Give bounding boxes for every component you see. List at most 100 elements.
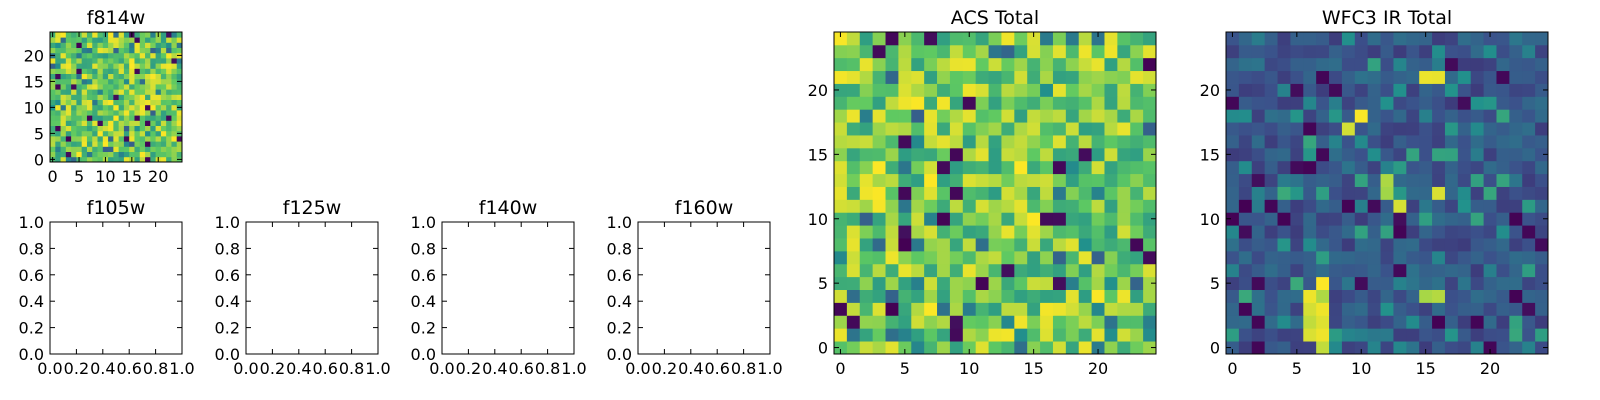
y-tick-label: 15 xyxy=(808,145,828,164)
heatmap-cell xyxy=(92,78,98,85)
heatmap-cell xyxy=(1264,225,1278,239)
heatmap-cell xyxy=(1457,199,1472,213)
heatmap-cell xyxy=(97,125,104,132)
heatmap-cell xyxy=(1483,263,1497,278)
heatmap-cell xyxy=(1509,147,1523,162)
heatmap-cell xyxy=(92,89,98,95)
heatmap-cell xyxy=(155,78,162,85)
x-tick-label: 0.0 xyxy=(233,359,258,378)
heatmap-cell xyxy=(834,44,848,59)
heatmap-cell xyxy=(898,135,912,149)
heatmap-cell xyxy=(937,341,951,355)
heatmap-cell xyxy=(134,125,141,132)
heatmap-cell xyxy=(1380,225,1394,239)
heatmap-cell xyxy=(155,115,162,121)
heatmap-cell xyxy=(1535,147,1549,162)
heatmap-cell xyxy=(50,141,56,147)
x-tick-label: 0.0 xyxy=(37,359,62,378)
heatmap-cell xyxy=(160,151,167,158)
heatmap-cell xyxy=(176,94,183,100)
heatmap-cell xyxy=(171,120,178,126)
heatmap-cell xyxy=(108,141,114,147)
heatmap-cell xyxy=(1457,238,1472,252)
heatmap-cell xyxy=(65,125,72,132)
heatmap-cell xyxy=(872,315,886,329)
heatmap-cell xyxy=(160,94,167,100)
heatmap-cell xyxy=(150,47,156,54)
heatmap-cell xyxy=(1535,263,1549,278)
heatmap-cell xyxy=(1432,186,1446,200)
heatmap-cell xyxy=(1027,57,1041,72)
heatmap-cell xyxy=(1509,122,1523,136)
heatmap-cell xyxy=(988,341,1002,355)
heatmap-cell xyxy=(145,37,151,43)
heatmap-cell xyxy=(1483,199,1497,213)
heatmap-cell xyxy=(1238,122,1253,136)
heatmap-cell xyxy=(150,156,156,163)
heatmap-cell xyxy=(1091,238,1105,252)
heatmap-cell xyxy=(1251,70,1266,84)
heatmap-cell xyxy=(1117,302,1131,316)
heatmap-cell xyxy=(872,302,886,316)
x-tick-label: 0.6 xyxy=(312,359,337,378)
heatmap-cell xyxy=(1367,122,1381,136)
heatmap-cell xyxy=(1014,186,1028,200)
x-tick-label: 1.0 xyxy=(757,359,782,378)
heatmap-cell xyxy=(65,84,72,90)
heatmap-cell xyxy=(1367,225,1381,239)
heatmap-cell xyxy=(988,328,1002,342)
heatmap-cell xyxy=(898,109,912,123)
heatmap-cell xyxy=(1277,263,1291,278)
heatmap-cell xyxy=(1329,341,1343,355)
heatmap-cell xyxy=(1406,212,1420,226)
heatmap-cell xyxy=(160,63,167,69)
y-tick-label: 0.6 xyxy=(19,266,44,285)
heatmap-cell xyxy=(1367,302,1381,316)
heatmap-cell xyxy=(962,160,977,175)
heatmap-cell xyxy=(76,130,83,137)
heatmap-cell xyxy=(1393,173,1407,187)
heatmap-cell xyxy=(898,238,912,252)
heatmap-cell xyxy=(1393,225,1407,239)
heatmap-cell xyxy=(1316,186,1330,200)
heatmap-cell xyxy=(1277,109,1291,123)
heatmap-cell xyxy=(1143,212,1157,226)
heatmap-cell xyxy=(1406,57,1420,72)
heatmap-cell xyxy=(1393,199,1407,213)
heatmap-cell xyxy=(155,84,162,90)
heatmap-cell xyxy=(55,99,61,106)
heatmap-cell xyxy=(1419,276,1433,290)
heatmap-cell xyxy=(1091,160,1105,175)
heatmap-cell xyxy=(1040,173,1054,187)
heatmap-cell xyxy=(150,120,156,126)
heatmap-cell xyxy=(118,68,125,74)
heatmap-cell xyxy=(988,289,1002,303)
heatmap-cell xyxy=(1251,302,1266,316)
heatmap-cell xyxy=(1380,173,1394,187)
heatmap-cell xyxy=(1052,122,1067,136)
heatmap-cell xyxy=(1341,44,1356,59)
heatmap-cell xyxy=(937,212,951,226)
heatmap-cell xyxy=(1117,44,1131,59)
heatmap-cell xyxy=(139,37,146,43)
heatmap-cell xyxy=(1290,302,1304,316)
heatmap-cell xyxy=(1470,70,1484,84)
heatmap-cell xyxy=(1432,70,1446,84)
heatmap-cell xyxy=(55,63,61,69)
heatmap-cell xyxy=(108,37,114,43)
heatmap-cell xyxy=(911,315,925,329)
heatmap-cell xyxy=(1522,147,1536,162)
heatmap-cell xyxy=(1432,96,1446,110)
heatmap-cell xyxy=(898,250,912,265)
heatmap-cell xyxy=(176,37,183,43)
heatmap-cell xyxy=(160,52,167,59)
heatmap-cell xyxy=(1226,96,1240,110)
heatmap-cell xyxy=(949,57,964,72)
heatmap-cell xyxy=(145,42,151,48)
heatmap-cell xyxy=(55,47,61,54)
heatmap-cell xyxy=(150,78,156,85)
heatmap-cell xyxy=(1535,186,1549,200)
heatmap-cell xyxy=(1457,173,1472,187)
heatmap-cell xyxy=(113,89,120,95)
heatmap-cell xyxy=(1444,263,1459,278)
